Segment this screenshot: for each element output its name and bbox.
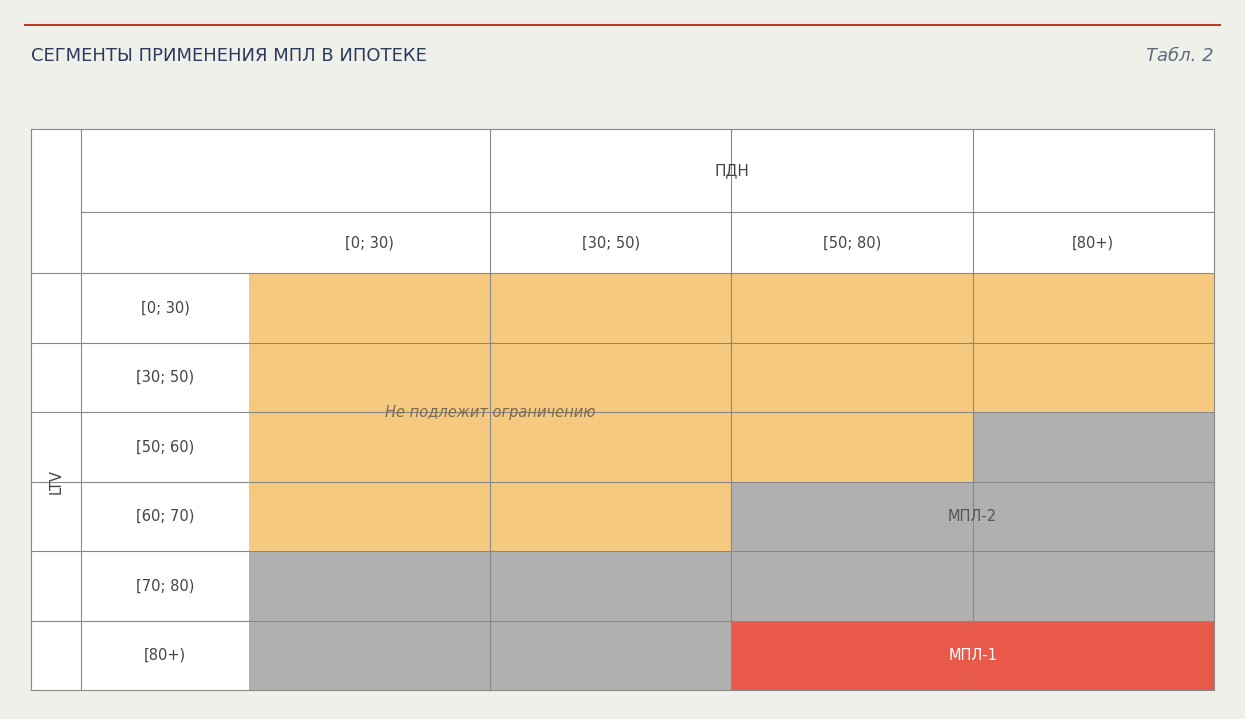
Text: [30; 50): [30; 50) bbox=[581, 235, 640, 250]
Bar bbox=[491, 343, 731, 412]
Text: [70; 80): [70; 80) bbox=[136, 579, 194, 593]
Text: Не подлежит ограничению: Не подлежит ограничению bbox=[385, 405, 595, 420]
Bar bbox=[491, 273, 731, 343]
Bar bbox=[972, 620, 1214, 690]
Text: МПЛ-1: МПЛ-1 bbox=[949, 648, 997, 663]
Bar bbox=[249, 412, 491, 482]
Bar bbox=[249, 551, 491, 620]
Text: [80+): [80+) bbox=[1072, 235, 1114, 250]
Bar bbox=[972, 551, 1214, 620]
Bar bbox=[249, 620, 491, 690]
Bar bbox=[972, 273, 1214, 343]
Bar bbox=[972, 343, 1214, 412]
Text: [30; 50): [30; 50) bbox=[136, 370, 194, 385]
Bar bbox=[491, 412, 731, 482]
Text: Табл. 2: Табл. 2 bbox=[1147, 47, 1214, 65]
Text: [60; 70): [60; 70) bbox=[136, 509, 194, 524]
Bar bbox=[731, 482, 972, 551]
Text: [50; 80): [50; 80) bbox=[823, 235, 881, 250]
Text: [80+): [80+) bbox=[144, 648, 186, 663]
Text: [0; 30): [0; 30) bbox=[141, 301, 189, 316]
Bar bbox=[972, 482, 1214, 551]
Bar bbox=[491, 551, 731, 620]
Text: [50; 60): [50; 60) bbox=[136, 439, 194, 454]
Text: [0; 30): [0; 30) bbox=[345, 235, 395, 250]
Text: СЕГМЕНТЫ ПРИМЕНЕНИЯ МПЛ В ИПОТЕКЕ: СЕГМЕНТЫ ПРИМЕНЕНИЯ МПЛ В ИПОТЕКЕ bbox=[31, 47, 427, 65]
Bar bbox=[731, 343, 972, 412]
Bar bbox=[731, 620, 972, 690]
Bar bbox=[491, 482, 731, 551]
Bar bbox=[491, 620, 731, 690]
Bar bbox=[731, 551, 972, 620]
Bar bbox=[972, 412, 1214, 482]
Bar bbox=[249, 273, 491, 343]
Text: LTV: LTV bbox=[49, 470, 63, 494]
Text: ПДН: ПДН bbox=[713, 163, 749, 178]
Bar bbox=[731, 273, 972, 343]
Bar bbox=[249, 343, 491, 412]
Bar bbox=[249, 482, 491, 551]
Text: МПЛ-2: МПЛ-2 bbox=[949, 509, 997, 524]
Bar bbox=[731, 412, 972, 482]
